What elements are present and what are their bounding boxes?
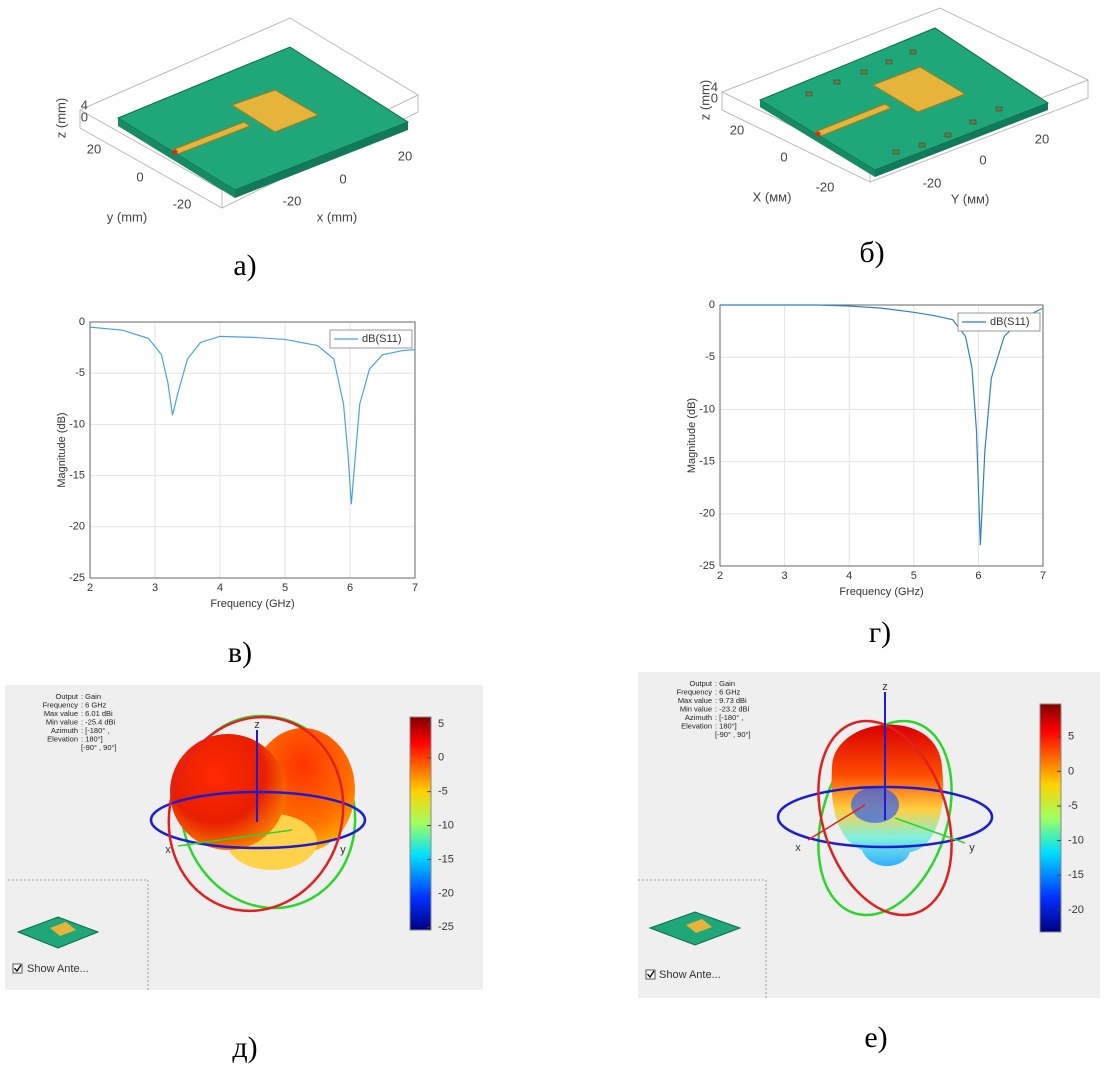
checkbox-label[interactable]: Show Ante... xyxy=(659,969,721,981)
y-tick: 0 xyxy=(136,169,143,184)
y-tick: -20 xyxy=(923,175,942,190)
x-axis-label: x (mm) xyxy=(317,209,357,224)
caption: в) xyxy=(228,636,252,669)
caption: г) xyxy=(869,616,891,649)
colorbar-tick-label: -5 xyxy=(1068,800,1078,812)
y-tick: 0 xyxy=(979,152,986,167)
z-tick: 0 xyxy=(81,109,88,124)
x-axis-label: X (мм) xyxy=(753,189,792,204)
axis-label: y xyxy=(340,844,346,856)
z-tick: 0 xyxy=(711,90,718,105)
colorbar-tick-label: -20 xyxy=(438,887,454,899)
x-tick-label: 3 xyxy=(782,570,788,582)
x-tick: -20 xyxy=(283,193,302,208)
legend-label: dB(S11) xyxy=(362,333,402,345)
x-tick-label: 7 xyxy=(412,582,418,594)
x-tick-label: 4 xyxy=(846,570,852,582)
y-axis-label: Magnitude (dB) xyxy=(686,398,698,473)
null-region xyxy=(851,787,899,823)
y-axis-label: Y (мм) xyxy=(951,191,990,206)
colorbar-tick-label: 0 xyxy=(1068,765,1074,777)
x-axis-label: Frequency (GHz) xyxy=(839,586,923,598)
colorbar-tick-label: 5 xyxy=(1068,731,1074,743)
y-tick-label: -10 xyxy=(699,403,715,415)
z-axis-label: z (mm) xyxy=(53,98,68,138)
x-tick-label: 6 xyxy=(347,582,353,594)
y-tick-label: -20 xyxy=(699,508,715,520)
info-value: [-90° , 90°] xyxy=(715,730,751,739)
checkbox-label[interactable]: Show Ante... xyxy=(27,963,89,975)
x-tick-label: 2 xyxy=(717,570,723,582)
info-label: Elevation xyxy=(47,734,78,743)
legend-label: dB(S11) xyxy=(990,316,1030,328)
x-tick-label: 4 xyxy=(217,582,223,594)
y-tick-label: -5 xyxy=(75,367,85,379)
caption: е) xyxy=(864,1021,887,1054)
x-tick: -20 xyxy=(816,179,835,194)
x-tick-label: 6 xyxy=(975,570,981,582)
antenna-model-b: z (mm) 4 0 20 0 -20 X (мм) 20 0 -20 Y (м… xyxy=(697,8,1088,206)
x-tick-label: 5 xyxy=(911,570,917,582)
plot-area xyxy=(90,322,415,578)
axis-label: y xyxy=(969,842,975,854)
axis-label: z xyxy=(882,681,888,693)
info-label: Elevation xyxy=(681,721,712,730)
y-tick-label: 0 xyxy=(709,299,715,311)
colorbar xyxy=(1040,704,1061,932)
figure: z (mm) 4 0 20 0 -20 y (mm) 20 0 -20 x (m… xyxy=(0,0,1105,1075)
feed-port xyxy=(816,132,821,137)
x-tick-label: 5 xyxy=(282,582,288,594)
axis-label: x xyxy=(165,844,171,856)
colorbar xyxy=(410,717,431,930)
x-tick-label: 7 xyxy=(1040,570,1046,582)
axis-label: z xyxy=(254,719,260,731)
x-tick: 0 xyxy=(780,149,787,164)
feed-port xyxy=(173,150,178,155)
antenna-model-a: z (mm) 4 0 20 0 -20 y (mm) 20 0 -20 x (m… xyxy=(53,18,418,224)
colorbar-tick-label: -10 xyxy=(1068,835,1084,847)
caption: а) xyxy=(233,249,256,282)
y-axis-label: Magnitude (dB) xyxy=(56,412,68,487)
colorbar-tick-label: -20 xyxy=(1068,904,1084,916)
y-axis-label: y (mm) xyxy=(107,209,147,224)
y-tick: -20 xyxy=(173,196,192,211)
x-tick-label: 2 xyxy=(87,582,93,594)
x-tick: 20 xyxy=(398,148,412,163)
info-value: [-90° , 90°] xyxy=(81,743,117,752)
caption: б) xyxy=(859,236,884,269)
x-tick-label: 3 xyxy=(152,582,158,594)
y-tick-label: 0 xyxy=(79,316,85,328)
x-tick: 0 xyxy=(339,171,346,186)
x-axis-label: Frequency (GHz) xyxy=(210,598,294,610)
colorbar-tick-label: 5 xyxy=(438,718,444,730)
y-tick-label: -25 xyxy=(69,572,85,584)
y-tick-label: -5 xyxy=(705,351,715,363)
y-tick: 20 xyxy=(87,141,101,156)
y-tick: 20 xyxy=(1035,131,1049,146)
y-tick-label: -20 xyxy=(69,521,85,533)
y-tick-label: -25 xyxy=(699,560,715,572)
colorbar-tick-label: -10 xyxy=(438,819,454,831)
axis-label: x xyxy=(795,842,801,854)
x-tick: 20 xyxy=(730,122,744,137)
colorbar-tick-label: 0 xyxy=(438,752,444,764)
y-tick-label: -15 xyxy=(699,456,715,468)
colorbar-tick-label: -5 xyxy=(438,786,448,798)
y-tick-label: -10 xyxy=(69,418,85,430)
colorbar-tick-label: -15 xyxy=(1068,869,1084,881)
colorbar-tick-label: -15 xyxy=(438,853,454,865)
colorbar-tick-label: -25 xyxy=(438,921,454,933)
plot-area xyxy=(720,305,1043,566)
line-chart: 2 3 4 5 6 7 -25 -20 -15 -10 -5 0 Frequency (GHz) Magn… xyxy=(686,299,1046,598)
y-tick-label: -15 xyxy=(69,470,85,482)
line-chart: 2 3 4 5 6 7 -25 -20 -15 -10 -5 0 Frequency (GHz) Magn… xyxy=(56,316,418,610)
caption: д) xyxy=(232,1031,257,1064)
